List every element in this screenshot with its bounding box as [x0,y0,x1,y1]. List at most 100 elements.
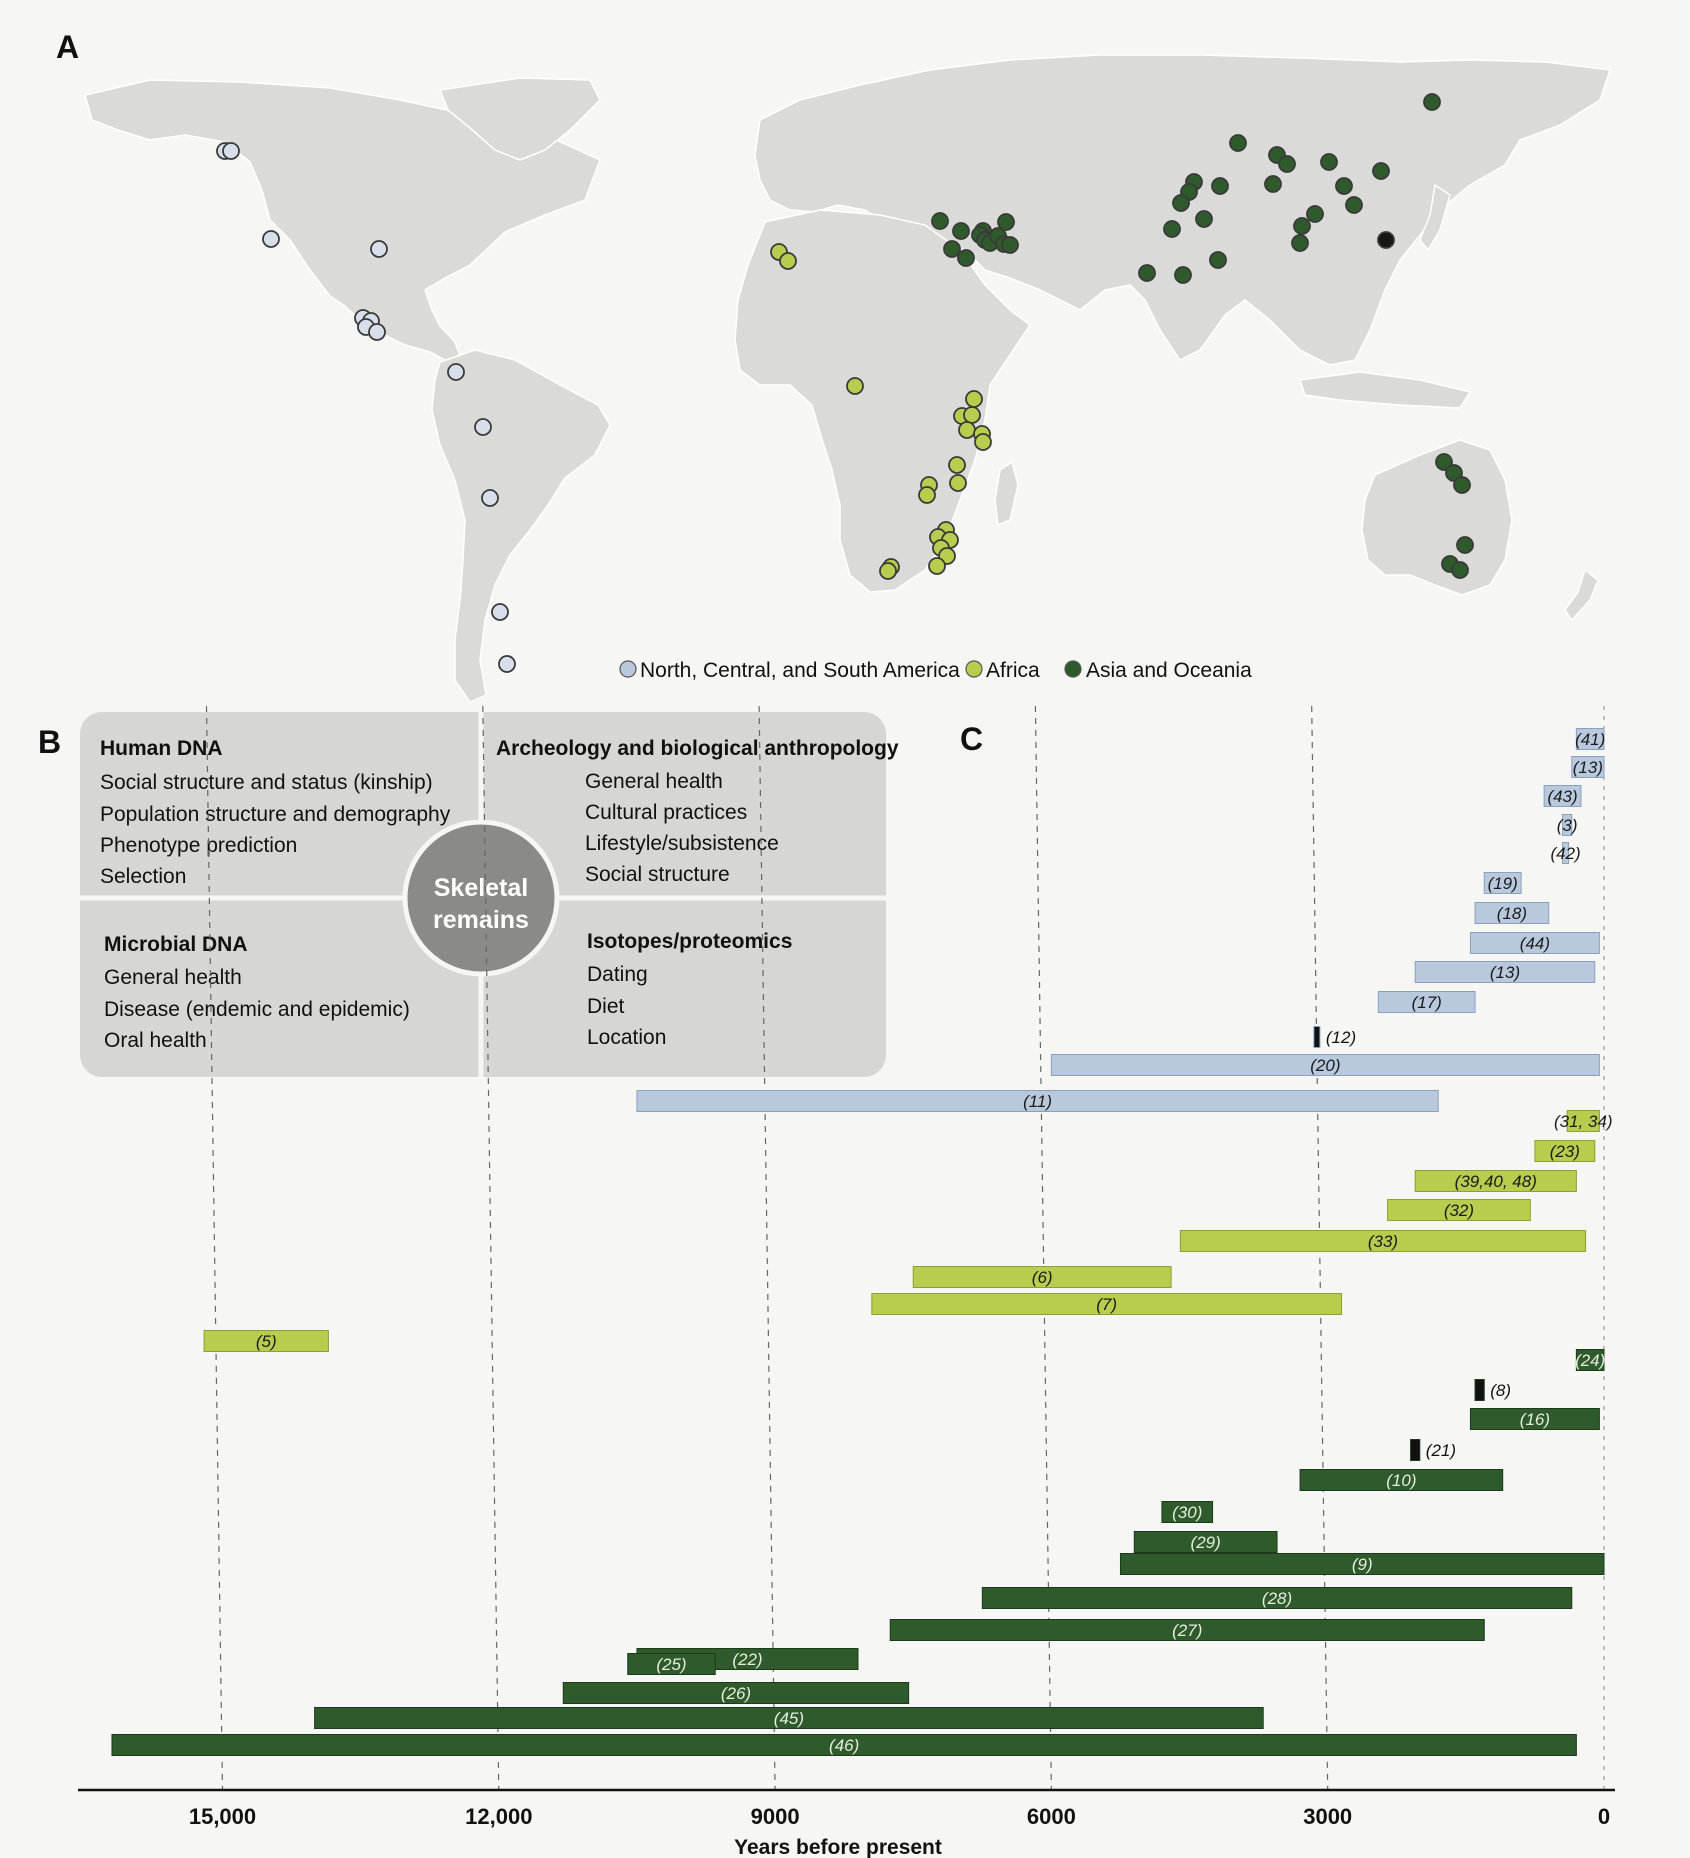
timeline-bar-group: (41) [1575,728,1605,750]
timeline-bar-group: (27) [889,1619,1485,1641]
site-marker [262,230,280,248]
site-marker [370,240,388,258]
timeline-bar-group: (8) [1474,1379,1511,1401]
timeline-bar [1474,902,1550,924]
timeline-bar [1410,1439,1421,1461]
timeline-bar [1575,1349,1605,1371]
site-marker [1172,194,1190,212]
timeline-bar-group: (19) [1483,872,1522,894]
timeline-bar-group: (39,40, 48) [1414,1170,1577,1192]
x-tick-label: 6000 [1027,1804,1076,1829]
site-marker [474,418,492,436]
site-marker [1138,264,1156,282]
timeline-bar [1387,1199,1531,1221]
quadrant-item: Social structure and status (kinship) [100,771,433,794]
quadrant-heading: Microbial DNA [104,933,248,956]
timeline-bar-label: (42) [1550,844,1580,863]
quadrant-item: Selection [100,865,186,888]
timeline-bar-label: (7) [1096,1295,1117,1314]
timeline-bar-group: (43) [1543,785,1582,807]
site-marker [949,474,967,492]
timeline-bar-group: (23) [1534,1140,1596,1162]
site-marker [447,363,465,381]
timeline-bar-group: (26) [562,1682,910,1704]
map-legend: North, Central, and South America Africa… [619,659,1252,682]
x-tick-label: 15,000 [189,1804,256,1829]
site-marker [779,252,797,270]
site-marker [974,433,992,451]
site-marker [1451,561,1469,579]
quadrant-item: Dating [587,963,648,986]
site-marker [1229,134,1247,152]
timeline-bar [1543,785,1582,807]
timeline-bar-label: (39,40, 48) [1455,1172,1537,1191]
site-marker [1423,93,1441,111]
quadrant-item: Diet [587,995,625,1018]
continent-australia [1361,439,1513,596]
timeline-bar [1050,1054,1600,1076]
skeletal-remains-circle [402,819,560,977]
timeline-bar-label: (13) [1490,963,1520,982]
quadrant-item: Population structure and demography [100,803,451,826]
timeline-bar-label: (32) [1444,1201,1474,1220]
quadrant-item: Cultural practices [585,801,747,824]
timeline-bar-group: (10) [1299,1469,1504,1491]
timeline-bar-label: (21) [1426,1441,1456,1460]
skeletal-remains-label-line-2: remains [433,906,529,934]
timeline-axis: 15,000 12,000 9000 6000 3000 0 Years before p… [78,1788,1615,1858]
timeline-bar-label: (23) [1550,1142,1580,1161]
timeline-bars: (41)(13)(43)(3)(42)(19)(18)(44)(13)(17)(… [111,728,1613,1756]
site-marker [1174,266,1192,284]
timeline-bar [562,1682,910,1704]
site-marker [1335,177,1353,195]
panel-c-label: C [960,721,983,757]
timeline-bar [1119,1553,1605,1575]
quadrant-item: Disease (endemic and epidemic) [104,998,410,1021]
timeline-bar-label: (16) [1520,1410,1550,1429]
site-marker [1445,464,1463,482]
legend-label-americas: North, Central, and South America [640,659,960,682]
timeline-bar-label: (18) [1497,904,1527,923]
timeline-bar-label: (26) [721,1684,751,1703]
timeline-bar [1313,1026,1321,1048]
quadrant-item: Location [587,1026,666,1049]
x-axis-title: Years before present [734,1836,942,1858]
timeline-bar-group: (5) [203,1330,329,1352]
timeline-bar [1474,1379,1485,1401]
timeline-bar-label: (44) [1520,934,1550,953]
timeline-bar [889,1619,1485,1641]
timeline-bar-label: (5) [256,1332,277,1351]
site-marker [1320,153,1338,171]
timeline-bar-group: (11) [636,1090,1439,1112]
timeline-bar-group: (42) [1550,842,1581,864]
site-marker [965,390,983,408]
site-marker [1278,155,1296,173]
timeline-bar-group: (7) [871,1293,1343,1315]
gridline [205,705,224,1791]
continent-indonesia [1299,371,1471,409]
timeline-bar-group: (16) [1469,1408,1600,1430]
timeline-bar-group: (13) [1414,961,1596,983]
site-marker [1345,196,1363,214]
sites-americas [216,142,516,673]
quadrant-heading: Isotopes/proteomics [587,930,792,953]
legend-swatch-americas [619,660,637,678]
site-marker [222,142,240,160]
quadrant-human-dna: Human DNA Social structure and status (k… [100,737,451,888]
timeline-bar-label: (27) [1172,1621,1202,1640]
site-marker [1209,251,1227,269]
timeline-bar-group: (33) [1179,1230,1587,1252]
timeline-bar-group: (13) [1571,756,1605,778]
timeline-bar-label: (45) [774,1709,804,1728]
panel-b-diagram: Skeletal remains Human DNA Social struct… [80,712,899,1077]
site-marker [1195,210,1213,228]
site-marker [1453,476,1471,494]
timeline-bar-label: (11) [1023,1092,1052,1111]
quadrant-item: Social structure [585,863,730,886]
site-marker [997,213,1015,231]
site-marker [952,222,970,240]
site-marker [1372,162,1390,180]
timeline-bar [1483,872,1522,894]
timeline-bar [1534,1140,1596,1162]
